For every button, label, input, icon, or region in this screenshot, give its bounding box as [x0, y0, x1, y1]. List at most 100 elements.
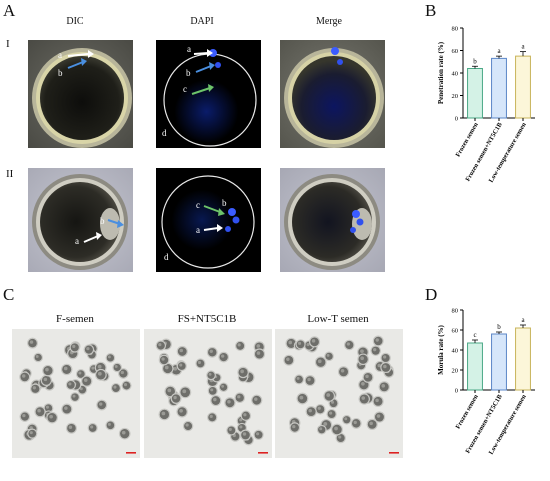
embryo-title-low-t-semen: Low-T semen — [307, 313, 369, 325]
scale-bar — [389, 452, 399, 454]
embryo-highlight — [64, 406, 68, 410]
y-tick-label: 40 — [452, 71, 459, 78]
embryo-highlight — [334, 426, 338, 431]
y-tick-label: 40 — [452, 348, 459, 355]
embryo-highlight — [377, 363, 382, 368]
embryo-highlight — [173, 366, 178, 371]
embryo-highlight — [107, 422, 111, 426]
embryo-highlight — [63, 366, 68, 371]
embryo-highlight — [161, 411, 166, 416]
bar — [467, 68, 483, 119]
embryo-highlight — [353, 420, 357, 425]
y-tick-label: 60 — [452, 48, 459, 55]
embryo-highlight — [213, 397, 217, 402]
embryo-highlight — [97, 364, 102, 369]
annotation-b: b — [58, 68, 63, 78]
embryo-highlight — [78, 371, 82, 375]
embryo-highlight — [90, 425, 94, 429]
embryo-highlight — [383, 355, 387, 359]
embryo-highlight — [83, 378, 88, 382]
penetration-rate-chart: 0 20 40 60 80 Penetration rate (%) b Frozen sem… — [437, 26, 535, 184]
embryo-highlight — [240, 369, 244, 374]
embryo-highlight — [256, 344, 261, 348]
row-label-II: II — [6, 168, 14, 180]
embryo-highlight — [243, 413, 247, 417]
x-tick-label: Frozen semen — [455, 393, 480, 430]
embryo-highlight — [239, 425, 243, 429]
row-label-I: I — [6, 38, 10, 50]
embryo-highlight — [179, 408, 183, 413]
bar — [467, 342, 483, 391]
embryo-highlight — [296, 376, 300, 380]
significance-letter: c — [473, 331, 476, 339]
embryo-highlight — [68, 425, 73, 429]
y-tick-label: 0 — [455, 388, 458, 395]
embryo-highlight — [319, 427, 323, 431]
embryo-highlight — [121, 430, 126, 435]
embryo-highlight — [361, 381, 365, 386]
significance-letter: a — [497, 47, 501, 55]
embryo-image-f-semen — [12, 329, 140, 458]
embryo-highlight — [79, 387, 83, 391]
annotation-d: d — [164, 252, 169, 262]
oocyte-dapi-image-row1: a b c d — [156, 40, 261, 148]
significance-letter: b — [497, 323, 501, 331]
annotation-a: a — [75, 236, 79, 246]
annotation-d: d — [162, 128, 167, 138]
y-tick-label: 20 — [452, 368, 459, 375]
embryo-highlight — [164, 365, 169, 370]
annotation-b: b — [100, 216, 105, 226]
y-tick-label: 80 — [452, 26, 459, 33]
embryo-highlight — [326, 393, 331, 397]
annotation-b: b — [222, 198, 227, 208]
embryo-highlight — [45, 367, 49, 372]
embryo-highlight — [185, 423, 189, 427]
embryo-highlight — [97, 371, 102, 376]
embryo-highlight — [68, 382, 72, 386]
panel-C-letter: C — [3, 285, 15, 304]
y-tick-label: 0 — [455, 116, 458, 123]
embryo-highlight — [299, 395, 304, 400]
panel-B-letter: B — [425, 1, 437, 20]
embryo-highlight — [161, 357, 165, 361]
embryo-title-fs-nt5c1b: FS+NT5C1B — [177, 313, 237, 325]
embryo-highlight — [209, 349, 213, 353]
oocyte-merge-image-row1 — [280, 40, 385, 148]
embryo-highlight — [179, 348, 184, 353]
embryo-highlight — [242, 432, 247, 436]
embryo-highlight — [72, 394, 76, 398]
annotation-a: a — [58, 50, 62, 60]
embryo-image-low-t-semen — [275, 329, 403, 458]
embryo-highlight — [208, 372, 212, 376]
embryo-image-fs-nt5c1b — [144, 329, 272, 458]
embryo-highlight — [221, 384, 225, 388]
embryo-highlight — [182, 389, 187, 394]
embryo-highlight — [113, 385, 117, 389]
y-tick-label: 60 — [452, 328, 459, 335]
embryo-highlight — [43, 377, 48, 382]
significance-letter: b — [473, 57, 477, 65]
embryo-highlight — [344, 417, 348, 421]
annotation-c: c — [183, 84, 187, 94]
embryo-highlight — [381, 384, 386, 388]
y-tick-label: 80 — [452, 308, 459, 315]
embryo-highlight — [72, 344, 76, 349]
embryo-highlight — [288, 340, 293, 345]
embryo-highlight — [237, 343, 241, 347]
embryo-highlight — [35, 355, 39, 358]
embryo-highlight — [369, 421, 373, 426]
y-axis-label: Penetration rate (%) — [437, 41, 445, 104]
embryo-highlight — [49, 414, 53, 419]
embryo-highlight — [29, 431, 33, 435]
embryo-highlight — [326, 353, 330, 357]
embryo-highlight — [360, 349, 364, 354]
embryo-highlight — [360, 356, 364, 361]
embryo-highlight — [22, 413, 26, 418]
embryo-highlight — [306, 342, 310, 347]
embryo-highlight — [221, 354, 225, 358]
embryo-highlight — [375, 398, 379, 403]
embryo-highlight — [375, 338, 379, 342]
embryo-highlight — [365, 374, 369, 379]
embryo-highlight — [373, 348, 377, 352]
